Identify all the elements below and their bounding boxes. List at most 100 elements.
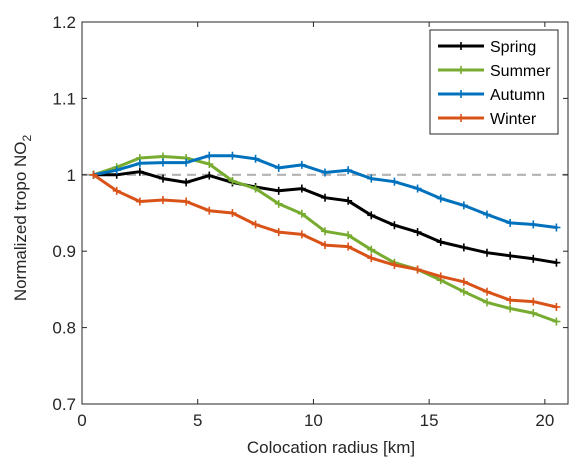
y-axis-label-main: Normalized tropo NO — [11, 142, 30, 302]
data-point-summer — [506, 304, 515, 313]
data-point-summer — [344, 231, 353, 240]
data-point-summer — [251, 184, 260, 193]
y-axis-label-subscript: 2 — [20, 135, 34, 142]
data-point-winter — [135, 197, 144, 206]
data-point-spring — [436, 238, 445, 247]
data-point-spring — [344, 196, 353, 205]
data-point-winter — [297, 230, 306, 239]
legend-label-autumn: Autumn — [490, 87, 545, 104]
data-point-autumn — [413, 184, 422, 193]
data-point-summer — [552, 317, 561, 326]
data-point-winter — [436, 272, 445, 281]
data-point-summer — [321, 227, 329, 236]
data-point-summer — [459, 287, 468, 296]
data-point-autumn — [367, 174, 376, 183]
data-point-spring — [552, 258, 561, 267]
series-winter — [89, 170, 561, 311]
tick-labels: 0 5 10 15 20 0.7 0.8 0.9 1 1.1 1.2 — [52, 13, 554, 430]
y-tick-label: 0.7 — [52, 395, 76, 414]
data-point-autumn — [182, 158, 191, 167]
data-point-winter — [506, 296, 515, 305]
data-point-autumn — [274, 163, 283, 172]
x-axis-label: Colocation radius [km] — [247, 438, 415, 457]
data-point-winter — [413, 265, 422, 274]
data-point-spring — [367, 211, 376, 220]
data-point-autumn — [321, 168, 329, 177]
data-point-autumn — [228, 151, 237, 160]
data-point-winter — [483, 287, 491, 296]
y-axis-label: Normalized tropo NO2 — [11, 135, 34, 302]
data-point-autumn — [459, 201, 468, 210]
data-point-autumn — [483, 210, 491, 219]
legend-label-summer: Summer — [490, 63, 551, 80]
legend-item-winter: Winter — [438, 111, 537, 128]
data-point-winter — [112, 186, 121, 195]
legend-item-summer: Summer — [438, 63, 551, 80]
data-point-spring — [321, 193, 329, 202]
legend: Spring Summer Autumn Winter — [429, 29, 559, 135]
data-point-autumn — [506, 218, 515, 227]
data-point-autumn — [390, 177, 399, 186]
data-point-winter — [367, 254, 376, 263]
data-point-winter — [228, 209, 237, 217]
y-tick-label: 0.9 — [52, 242, 76, 261]
y-tick-label: 1 — [67, 166, 76, 185]
data-point-winter — [251, 220, 260, 229]
legend-label-winter: Winter — [490, 111, 537, 128]
data-point-summer — [205, 160, 214, 169]
data-point-winter — [321, 241, 329, 250]
series-summer — [89, 152, 561, 326]
data-point-spring — [205, 171, 214, 180]
data-point-spring — [483, 248, 491, 257]
data-point-autumn — [436, 194, 445, 203]
data-point-autumn — [205, 151, 214, 160]
legend-item-autumn: Autumn — [438, 87, 545, 104]
data-point-autumn — [159, 158, 167, 167]
data-point-summer — [228, 176, 237, 185]
series-group — [89, 151, 561, 326]
data-point-spring — [297, 184, 306, 193]
data-point-summer — [529, 309, 538, 318]
data-point-winter — [344, 242, 353, 251]
data-point-spring — [529, 254, 538, 263]
data-point-winter — [274, 228, 283, 237]
data-point-autumn — [135, 159, 144, 168]
data-point-spring — [274, 186, 283, 195]
axes — [81, 21, 569, 405]
data-point-winter — [89, 170, 98, 179]
data-point-spring — [390, 221, 399, 230]
data-point-autumn — [529, 220, 538, 229]
x-tick-label: 20 — [535, 411, 554, 430]
series-autumn — [89, 151, 561, 232]
series-spring — [89, 167, 561, 267]
data-point-autumn — [297, 160, 306, 169]
data-point-spring — [182, 178, 191, 187]
data-point-summer — [367, 245, 376, 254]
data-point-summer — [274, 199, 283, 208]
data-point-spring — [459, 243, 468, 252]
legend-item-spring: Spring — [438, 39, 536, 56]
data-point-winter — [182, 197, 191, 206]
x-tick-label: 5 — [193, 411, 202, 430]
data-point-autumn — [552, 223, 561, 232]
data-point-summer — [297, 209, 306, 218]
x-tick-label: 0 — [77, 411, 86, 430]
legend-label-spring: Spring — [490, 39, 536, 56]
data-point-spring — [413, 228, 422, 237]
data-point-autumn — [112, 166, 121, 175]
data-point-autumn — [251, 154, 260, 163]
data-point-spring — [506, 251, 515, 260]
data-point-summer — [483, 298, 491, 307]
data-point-autumn — [344, 166, 353, 175]
data-point-winter — [552, 302, 561, 311]
y-tick-label: 0.8 — [52, 319, 76, 338]
data-point-winter — [529, 297, 538, 306]
y-tick-label: 1.1 — [52, 89, 76, 108]
data-point-winter — [390, 260, 399, 269]
axes-box — [81, 21, 569, 405]
x-tick-label: 15 — [420, 411, 439, 430]
y-tick-label: 1.2 — [52, 13, 76, 32]
data-point-spring — [135, 167, 144, 176]
x-tick-label: 10 — [304, 411, 323, 430]
